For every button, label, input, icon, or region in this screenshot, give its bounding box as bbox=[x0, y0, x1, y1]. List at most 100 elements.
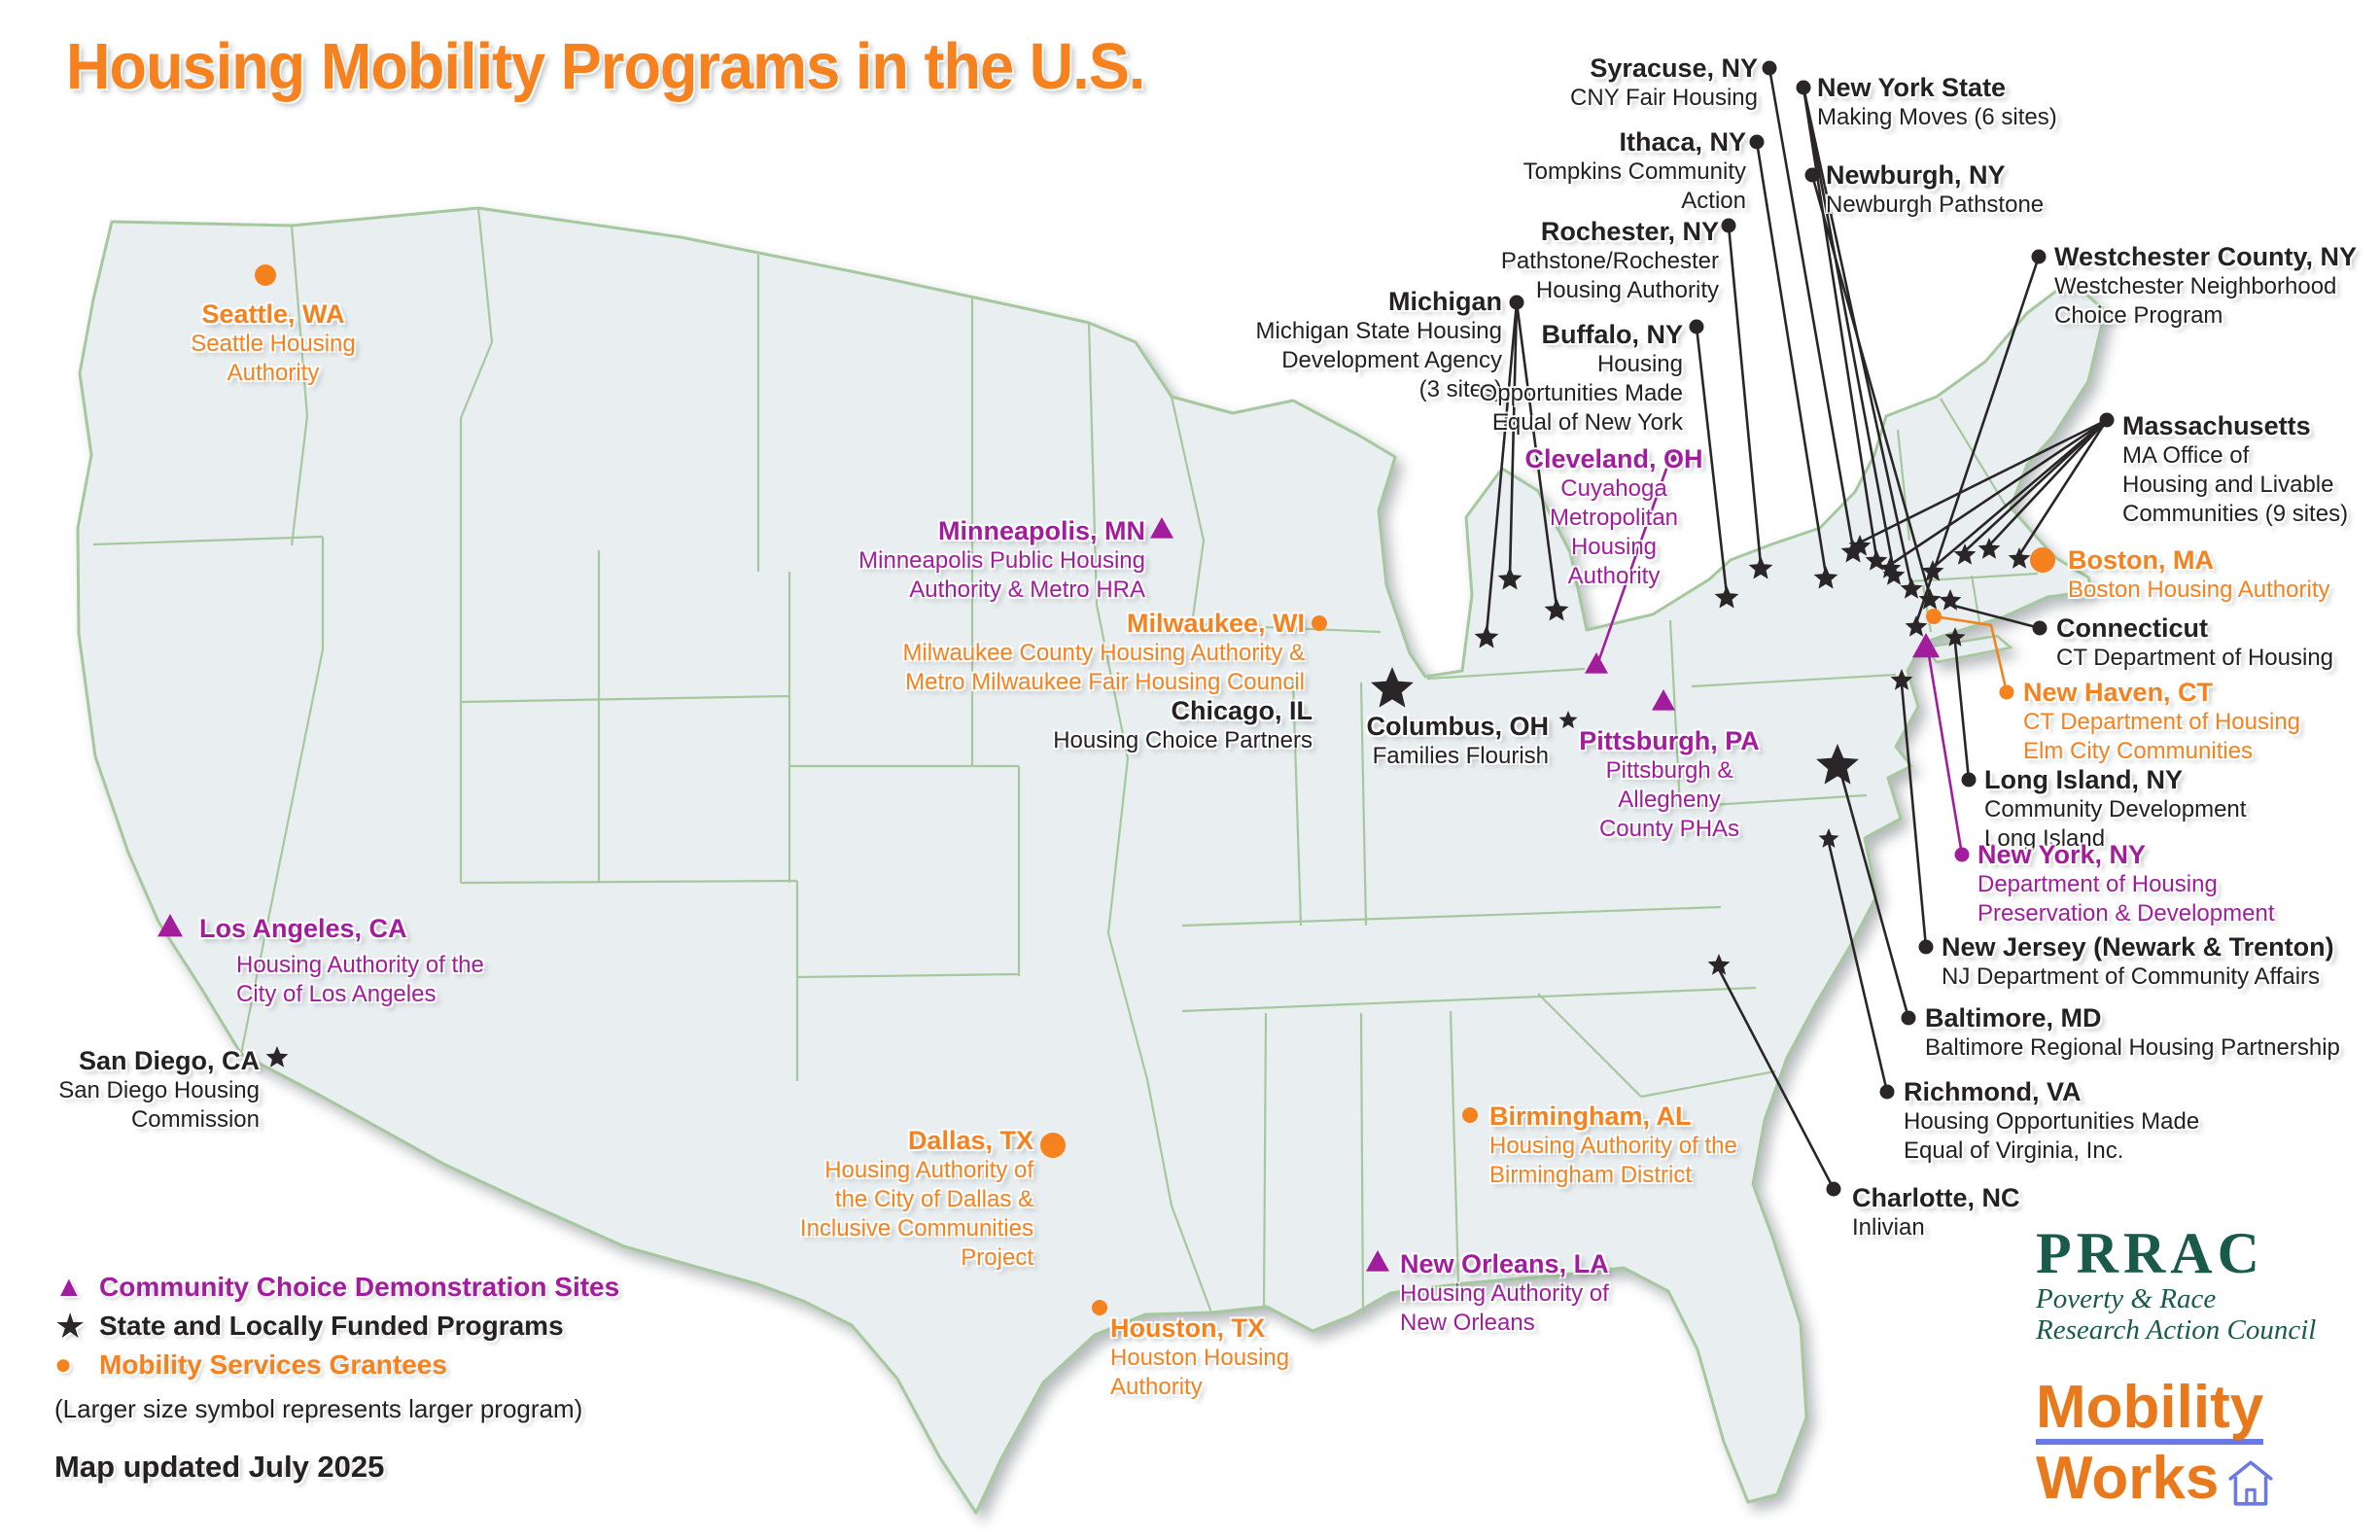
site-label-newburgh: Newburgh, NY Newburgh Pathstone bbox=[1826, 160, 2044, 220]
pittsburgh-triangle-marker bbox=[1652, 689, 1675, 711]
cleveland-triangle-marker bbox=[1585, 652, 1608, 674]
legend-item-label: State and Locally Funded Programs bbox=[99, 1311, 564, 1341]
site-org-line: NJ Department of Community Affairs bbox=[1942, 963, 2321, 990]
site-org-line: Action bbox=[1681, 188, 1746, 214]
site-org-line: Department of Housing bbox=[1978, 871, 2218, 897]
newburgh-leader-line bbox=[1810, 173, 1932, 598]
michigan-leader-line bbox=[1485, 300, 1519, 636]
michigan-star-marker bbox=[1497, 567, 1522, 590]
site-label-michigan: Michigan Michigan State Housing Developmen… bbox=[1256, 287, 1502, 404]
connecticut-label-anchor-dot bbox=[2032, 620, 2048, 636]
rochester-star-marker bbox=[1748, 556, 1773, 579]
site-org-line: Housing and Livable bbox=[2122, 472, 2334, 498]
site-org-line: Elm City Communities bbox=[2023, 738, 2254, 764]
site-label-seattle: Seattle, WA Seattle Housing Authority bbox=[191, 299, 355, 388]
site-city-name: New York State bbox=[1817, 73, 2007, 102]
site-label-minneapolis: Minneapolis, MN Minneapolis Public Housin… bbox=[858, 516, 1145, 605]
site-org-line: Housing bbox=[1596, 351, 1683, 377]
site-org-line: Communities (9 sites) bbox=[2122, 501, 2349, 527]
site-label-richmond: Richmond, VA Housing Opportunities Made Eq… bbox=[1904, 1077, 2199, 1166]
syracuse-star-marker bbox=[1840, 540, 1866, 563]
long-island-label-anchor-dot bbox=[1961, 772, 1977, 788]
westchester-star-marker bbox=[1905, 615, 1928, 637]
site-label-columbus: Columbus, OH Families Flourish bbox=[1367, 712, 1550, 771]
site-label-new-york-state: New York State Making Moves (6 sites) bbox=[1817, 73, 2057, 132]
massachusetts-leader-line bbox=[1987, 418, 2109, 547]
legend-note: (Larger size symbol represents larger pr… bbox=[54, 1394, 583, 1423]
cleveland-leader-line bbox=[1597, 453, 1673, 661]
site-label-syracuse: Syracuse, NY CNY Fair Housing bbox=[1570, 53, 1758, 113]
ithaca-star-marker bbox=[1813, 566, 1838, 589]
site-label-massachusetts: Massachusetts MA Office of Housing and Liv… bbox=[2122, 411, 2348, 529]
site-city-name: San Diego, CA bbox=[78, 1046, 260, 1075]
houston-dot-marker bbox=[1092, 1300, 1107, 1315]
site-label-milwaukee: Milwaukee, WI Milwaukee County Housing Au… bbox=[902, 609, 1305, 697]
site-org-line: Choice Program bbox=[2054, 302, 2223, 329]
legend-item-triangle: ▲ Community Choice Demonstration Sites bbox=[54, 1268, 619, 1307]
site-city-name: Buffalo, NY bbox=[1541, 320, 1684, 349]
new-york-city-label-anchor-dot bbox=[1954, 847, 1970, 862]
legend-item-label: Community Choice Demonstration Sites bbox=[99, 1272, 620, 1302]
massachusetts-star-marker bbox=[2008, 547, 2031, 569]
site-city-name: Rochester, NY bbox=[1540, 217, 1719, 246]
site-org-line: Inclusive Communities bbox=[799, 1215, 1033, 1242]
richmond-star-marker bbox=[1818, 828, 1839, 848]
site-city-name: Connecticut bbox=[2056, 613, 2209, 643]
site-org-line: Housing Opportunities Made bbox=[1904, 1108, 2200, 1135]
site-label-westchester: Westchester County, NY Westchester Neighb… bbox=[2054, 242, 2357, 331]
site-city-name: Pittsburgh, PA bbox=[1579, 726, 1760, 755]
site-org-line: Milwaukee County Housing Authority & bbox=[902, 640, 1305, 666]
baltimore-star-marker bbox=[1816, 744, 1859, 785]
new-haven-dot-marker bbox=[1926, 609, 1942, 624]
site-org-line: Community Development bbox=[1984, 796, 2247, 822]
boston-dot-marker bbox=[2030, 547, 2055, 573]
legend-triangle-icon: ▲ bbox=[54, 1271, 84, 1303]
site-city-name: Houston, TX bbox=[1110, 1313, 1265, 1343]
site-org-line: Metro Milwaukee Fair Housing Council bbox=[905, 669, 1305, 695]
site-label-boston: Boston, MA Boston Housing Authority bbox=[2068, 545, 2330, 605]
westchester-leader-line bbox=[1914, 255, 2041, 625]
massachusetts-leader-line bbox=[1931, 418, 2109, 570]
site-label-buffalo: Buffalo, NY Housing Opportunities Made Equa… bbox=[1480, 320, 1683, 438]
site-city-name: Milwaukee, WI bbox=[1126, 609, 1305, 638]
newburgh-label-anchor-dot bbox=[1804, 167, 1820, 183]
site-city-name: Long Island, NY bbox=[1984, 765, 2184, 794]
milwaukee-dot-marker bbox=[1312, 615, 1327, 631]
site-label-rochester: Rochester, NY Pathstone/Rochester Housing … bbox=[1501, 217, 1719, 305]
site-org-line: Birmingham District bbox=[1489, 1162, 1693, 1188]
prrac-subtitle-line2: Research Action Council bbox=[2036, 1314, 2317, 1346]
site-org-line: Minneapolis Public Housing bbox=[858, 547, 1145, 574]
massachusetts-star-marker bbox=[1878, 557, 1902, 578]
site-org-line: Making Moves (6 sites) bbox=[1817, 104, 2057, 130]
site-org-line: Preservation & Development bbox=[1978, 900, 2275, 927]
new-york-city-triangle-marker bbox=[1912, 633, 1940, 658]
site-org-line: Authority bbox=[1567, 563, 1661, 589]
baltimore-label-anchor-dot bbox=[1901, 1010, 1916, 1026]
site-org-line: County PHAs bbox=[1598, 816, 1740, 842]
prrac-logo: PRRAC Poverty & Race Research Action Cou… bbox=[2036, 1223, 2316, 1346]
san-diego-star-marker bbox=[265, 1046, 289, 1068]
site-city-name: New York, NY bbox=[1978, 840, 2147, 869]
site-city-name: Richmond, VA bbox=[1904, 1077, 2082, 1106]
site-label-long-island: Long Island, NY Community Development Long… bbox=[1984, 765, 2246, 854]
site-org-line: Newburgh Pathstone bbox=[1826, 192, 2045, 218]
site-org-line: Long Island bbox=[1984, 825, 2106, 852]
site-org-line: Project bbox=[961, 1244, 1033, 1271]
site-city-name: Massachusetts bbox=[2122, 411, 2311, 440]
site-org-line: Tompkins Community bbox=[1522, 158, 1746, 185]
new-york-city-leader-line bbox=[1927, 653, 1964, 857]
site-label-houston: Houston, TX Houston Housing Authority bbox=[1110, 1313, 1289, 1402]
charlotte-star-marker bbox=[1707, 954, 1731, 975]
massachusetts-star-marker bbox=[1953, 543, 1977, 565]
minneapolis-triangle-marker bbox=[1150, 517, 1173, 539]
site-city-name: Seattle, WA bbox=[201, 299, 345, 329]
site-org-line: Families Flourish bbox=[1372, 743, 1549, 769]
site-org-line: Metropolitan bbox=[1549, 505, 1679, 531]
site-org-line: Allegheny bbox=[1618, 787, 1721, 813]
connecticut-leader-line bbox=[1948, 603, 2042, 630]
site-city-name: New Jersey (Newark & Trenton) bbox=[1942, 932, 2334, 962]
new-jersey-leader-line bbox=[1900, 682, 1928, 949]
markers-layer bbox=[158, 60, 2115, 1315]
